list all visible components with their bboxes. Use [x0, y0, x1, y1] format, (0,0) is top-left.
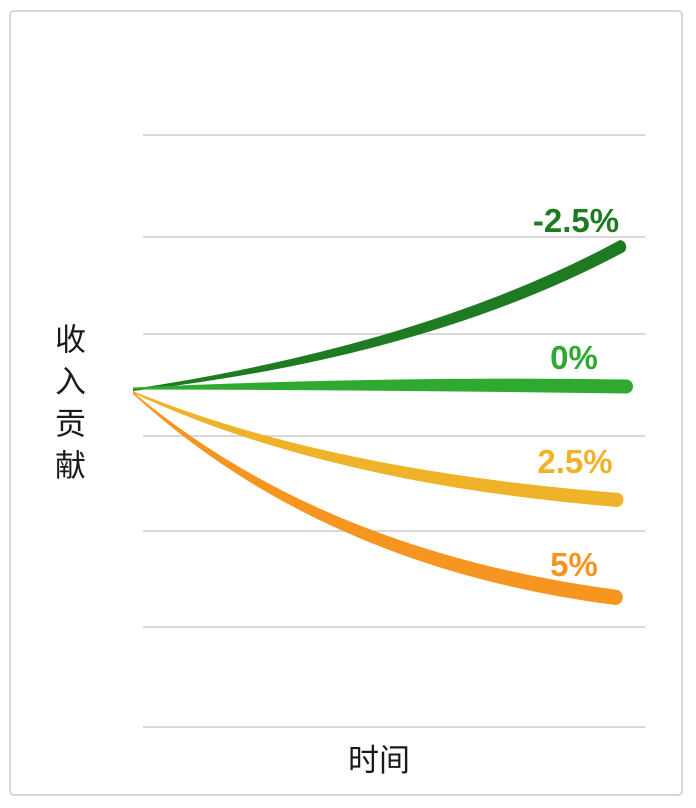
- series-label-2-5-pct: 2.5%: [537, 443, 612, 480]
- series-label-minus-2-5-pct: -2.5%: [533, 202, 619, 239]
- series-curve-5-pct: [133, 392, 623, 605]
- series-label-5-pct: 5%: [550, 546, 598, 583]
- y-axis-label: 收入贡献: [50, 323, 85, 491]
- card-border: [9, 10, 683, 796]
- series-curve-2-5-pct: [133, 391, 624, 507]
- series-curve-0-pct: [133, 378, 633, 394]
- series-label-0-pct: 0%: [550, 339, 598, 376]
- x-axis-label: 时间: [348, 743, 410, 778]
